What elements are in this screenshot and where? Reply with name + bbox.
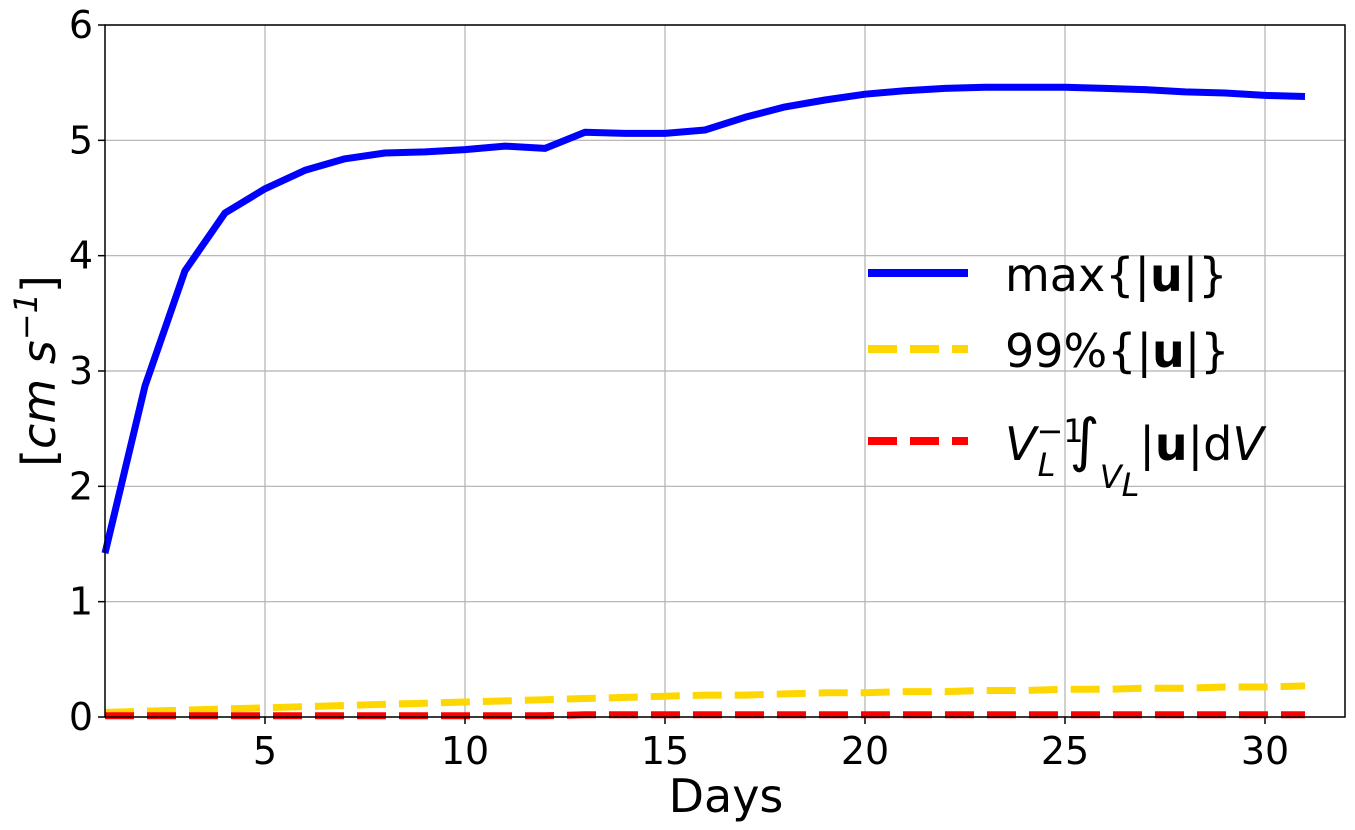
series-line-1 <box>104 682 1306 716</box>
series-line-2 <box>105 711 1305 720</box>
y-tick-label: 0 <box>69 695 93 739</box>
y-axis-title-exponent: −1 <box>7 293 45 340</box>
x-tick-label: 5 <box>253 729 277 773</box>
legend-label-max: max{|u|} <box>1005 248 1228 303</box>
x-axis-title: Days <box>669 769 784 823</box>
y-axis-title-bracket-open: [ <box>12 449 66 467</box>
x-tick-label: 25 <box>1041 729 1089 773</box>
x-tick-label: 30 <box>1241 729 1289 773</box>
y-axis-title-bracket-close: ] <box>12 275 66 293</box>
y-tick-label: 2 <box>69 464 93 508</box>
y-tick-label: 3 <box>69 349 93 393</box>
x-tick-label: 20 <box>841 729 889 773</box>
series-lines <box>101 83 1306 720</box>
y-tick-label: 6 <box>69 3 93 47</box>
y-axis-title: [cm s−1] <box>7 275 66 467</box>
y-tick-label: 1 <box>69 580 93 624</box>
series-line-0 <box>101 83 1306 555</box>
y-tick-label: 4 <box>69 234 93 278</box>
axis-ticks: 5 10 15 20 25 30 0 1 2 3 4 5 6 <box>69 3 1289 773</box>
legend: max{|u|} 99%{|u|} V−1 L ∫VL|u|dV <box>868 248 1267 504</box>
x-tick-label: 15 <box>641 729 689 773</box>
y-tick-label: 5 <box>69 118 93 162</box>
legend-label-mean: V−1 L ∫VL|u|dV <box>1005 406 1267 504</box>
legend-label-p99: 99%{|u|} <box>1005 324 1230 379</box>
y-axis-title-unit: cm s <box>12 340 66 449</box>
x-tick-label: 10 <box>441 729 489 773</box>
